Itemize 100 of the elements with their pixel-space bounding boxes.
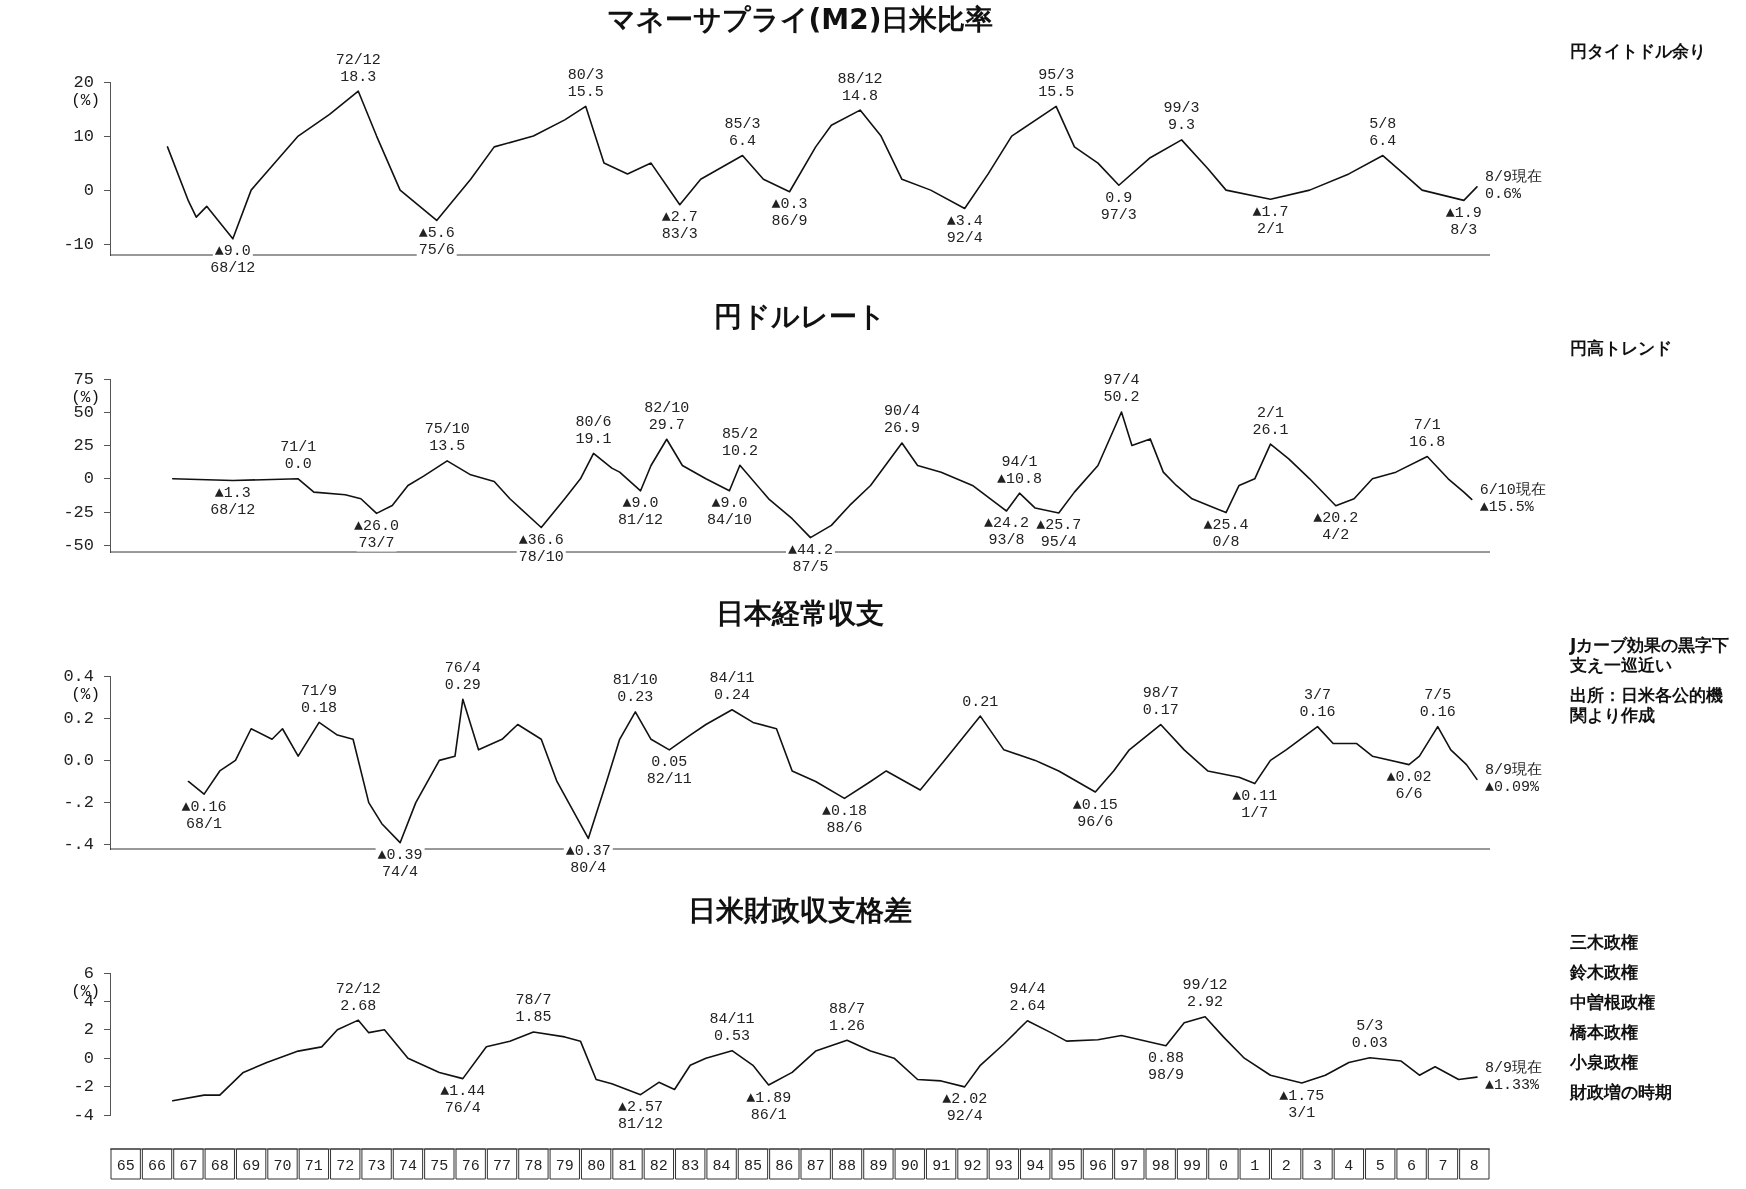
annotation: 94/1 ▲10.8: [997, 453, 1043, 488]
x-tick-label: 69: [242, 1157, 261, 1175]
annotation: ▲44.2 87/5: [787, 542, 833, 577]
x-tick-label: 66: [148, 1157, 167, 1175]
x-tick-label: 68: [210, 1157, 229, 1175]
x-tick-label: 80: [587, 1157, 606, 1175]
annotation: 85/2 10.2: [721, 425, 758, 460]
annotation: 5/3 0.03: [1351, 1018, 1388, 1053]
y-tick-label: 10: [73, 126, 94, 146]
x-tick-label: 78: [524, 1157, 543, 1175]
x-tick-label: 82: [649, 1157, 668, 1175]
annotation: 99/12 2.92: [1182, 977, 1228, 1012]
annotation: 82/10 29.7: [644, 399, 690, 434]
x-tick-label: 76: [461, 1157, 480, 1175]
annotation: 7/5 0.16: [1419, 687, 1456, 722]
x-tick-label: 71: [304, 1157, 323, 1175]
annotation: 95/3 15.5: [1038, 66, 1075, 101]
x-tick-label: 3: [1312, 1157, 1323, 1175]
annotation: 6/10現在 ▲15.5%: [1479, 480, 1546, 516]
y-tick-label: 25: [73, 436, 94, 456]
x-tick-label: 1: [1250, 1157, 1260, 1175]
x-tick-label: 91: [932, 1157, 951, 1175]
annotation: ▲9.0 68/12: [210, 243, 256, 278]
annotation: ▲2.7 83/3: [661, 209, 698, 244]
x-tick-label: 87: [806, 1157, 825, 1175]
y-tick-label: 0.2: [63, 708, 94, 728]
y-tick-label: -10: [63, 234, 94, 254]
chart-title: マネーサプライ(M2)日米比率: [606, 3, 994, 37]
annotation: ▲9.0 84/10: [706, 495, 752, 530]
annotation: 8/9現在 0.6%: [1484, 168, 1542, 204]
y-tick-label: -.4: [63, 835, 94, 855]
annotation: 97/4 50.2: [1103, 372, 1140, 407]
chart-title: 日本経常収支: [716, 597, 884, 631]
x-tick-label: 89: [869, 1157, 888, 1175]
x-tick-label: 75: [430, 1157, 449, 1175]
annotation: 72/12 2.68: [335, 980, 381, 1015]
annotation: ▲0.39 74/4: [377, 847, 423, 882]
annotation: 0.9 97/3: [1100, 189, 1137, 224]
chart-title: 円ドルレート: [714, 300, 886, 334]
y-tick-label: -50: [63, 535, 94, 555]
annotation: ▲2.57 81/12: [618, 1099, 664, 1134]
text: 橋本政権: [1569, 1021, 1638, 1042]
annotation: 76/4 0.29: [444, 659, 481, 694]
x-tick-label: 85: [743, 1157, 762, 1175]
annotation: 84/11 0.24: [709, 670, 755, 705]
annotation: 7/1 16.8: [1409, 416, 1446, 451]
annotation: ▲0.15 96/6: [1072, 796, 1118, 831]
x-tick-label: 74: [398, 1157, 417, 1175]
annotation: 75/10 13.5: [424, 421, 470, 456]
annotation: ▲0.16 68/1: [181, 798, 227, 833]
y-tick-label: 75: [73, 369, 94, 389]
annotation: 8/9現在 ▲1.33%: [1484, 1058, 1542, 1094]
annotation: 90/4 26.9: [883, 403, 920, 438]
x-tick-label: 81: [618, 1157, 637, 1175]
x-tick-label: 93: [994, 1157, 1013, 1175]
x-tick-label: 5: [1375, 1157, 1385, 1175]
y-tick-label: 0: [83, 1048, 94, 1068]
x-tick-label: 90: [900, 1157, 919, 1175]
annotation: 81/10 0.23: [612, 672, 658, 707]
x-tick-label: 94: [1026, 1157, 1045, 1175]
annotation: ▲1.44 76/4: [440, 1083, 486, 1118]
annotation: 71/9 0.18: [301, 682, 338, 717]
text: 出所：日米各公的機関より作成: [1570, 684, 1723, 725]
y-tick-label: -4: [73, 1105, 94, 1125]
annotation: 80/3 15.5: [567, 66, 604, 101]
annotation: 8/9現在 ▲0.09%: [1484, 760, 1542, 796]
annotation: ▲1.9 8/3: [1445, 204, 1482, 239]
x-tick-label: 95: [1057, 1157, 1076, 1175]
text: 円タイトドル余り: [1570, 40, 1706, 61]
annotation: 2/1 26.1: [1252, 404, 1289, 439]
y-tick-label: 0: [83, 180, 94, 200]
x-tick-label: 73: [367, 1157, 386, 1175]
text: Jカーブ効果の黒字下支え一巡近い: [1569, 634, 1730, 675]
y-tick-label: 0: [83, 469, 94, 489]
annotation: 85/3 6.4: [724, 115, 761, 150]
x-tick-label: 72: [336, 1157, 355, 1175]
y-tick-label: -2: [73, 1077, 94, 1097]
y-tick-label: 20: [73, 72, 94, 92]
x-tick-label: 77: [493, 1157, 512, 1175]
x-tick-label: 4: [1344, 1157, 1354, 1175]
annotation: ▲1.75 3/1: [1279, 1087, 1325, 1122]
annotation: 99/3 9.3: [1163, 100, 1200, 135]
annotation: ▲3.4 92/4: [946, 212, 983, 247]
x-tick-label: 96: [1088, 1157, 1107, 1175]
annotation: ▲1.89 86/1: [746, 1089, 792, 1124]
x-tick-label: 65: [116, 1157, 135, 1175]
y-tick-label: 0.0: [63, 750, 94, 770]
x-tick-label: 88: [838, 1157, 857, 1175]
annotation: 0.21: [962, 693, 999, 711]
annotation: ▲9.0 81/12: [618, 495, 664, 530]
x-tick-label: 97: [1120, 1157, 1139, 1175]
annotation: 3/7 0.16: [1299, 687, 1336, 722]
x-tick-label: 99: [1183, 1157, 1202, 1175]
annotation: ▲26.0 73/7: [354, 517, 400, 552]
annotation: 88/7 1.26: [829, 1000, 866, 1035]
annotation: ▲20.2 4/2: [1313, 510, 1359, 545]
x-tick-label: 92: [963, 1157, 982, 1175]
text: 鈴木政権: [1569, 961, 1638, 982]
x-tick-label: 67: [179, 1157, 198, 1175]
text: 財政増の時期: [1569, 1081, 1672, 1102]
